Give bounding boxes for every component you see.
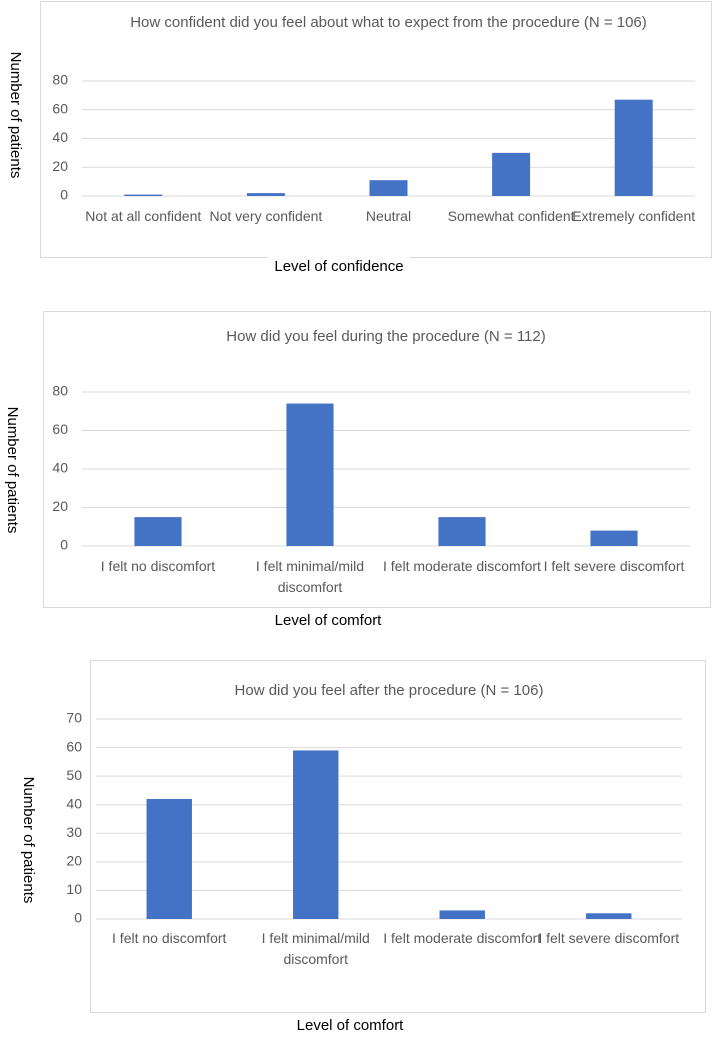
bar bbox=[246, 193, 285, 196]
bar bbox=[134, 517, 182, 546]
y-tick-label: 50 bbox=[66, 767, 82, 783]
chart-title: How did you feel after the procedure (N … bbox=[234, 682, 544, 699]
y-tick-label: 0 bbox=[60, 537, 68, 553]
x-tick-label: I felt no discomfort bbox=[112, 930, 227, 946]
x-tick-label: I felt moderate discomfort bbox=[383, 930, 542, 946]
y-tick-label: 20 bbox=[52, 498, 68, 514]
x-tick-label: I felt severe discomfort bbox=[538, 930, 680, 946]
bar bbox=[614, 99, 653, 196]
y-axis-label: Number of patients bbox=[7, 52, 24, 179]
y-tick-label: 80 bbox=[52, 383, 68, 399]
x-tick-label: Neutral bbox=[365, 208, 412, 224]
y-axis-label: Number of patients bbox=[20, 777, 37, 904]
y-tick-label: 40 bbox=[66, 795, 82, 811]
bar bbox=[438, 517, 486, 546]
y-tick-label: 0 bbox=[60, 187, 68, 203]
y-tick-label: 70 bbox=[66, 710, 82, 726]
x-tick-label: I felt moderate discomfort bbox=[383, 558, 541, 574]
x-axis-label: Level of comfort bbox=[297, 1017, 405, 1034]
bar bbox=[293, 750, 339, 919]
y-tick-label: 10 bbox=[66, 881, 82, 897]
bar bbox=[369, 180, 408, 196]
x-axis-label: Level of confidence bbox=[274, 258, 403, 275]
x-axis-label: Level of comfort bbox=[275, 612, 383, 629]
bar bbox=[286, 403, 334, 546]
bar bbox=[124, 194, 163, 196]
y-tick-label: 40 bbox=[52, 460, 68, 476]
y-tick-label: 20 bbox=[52, 158, 68, 174]
y-tick-label: 0 bbox=[74, 910, 82, 926]
label-background bbox=[290, 1014, 411, 1036]
label-background bbox=[268, 255, 410, 277]
label-background bbox=[268, 609, 389, 631]
y-axis-label: Number of patients bbox=[4, 407, 21, 534]
bar bbox=[492, 152, 531, 196]
y-tick-label: 20 bbox=[66, 853, 82, 869]
x-tick-label: Somewhat confident bbox=[447, 208, 575, 224]
chart-frame bbox=[90, 660, 706, 1013]
y-tick-label: 30 bbox=[66, 824, 82, 840]
y-tick-label: 60 bbox=[52, 100, 68, 116]
bar bbox=[146, 799, 192, 919]
bar bbox=[439, 910, 485, 919]
chart-frame bbox=[43, 311, 711, 608]
chart-title: How did you feel during the procedure (N… bbox=[226, 328, 546, 345]
x-tick-label: I felt no discomfort bbox=[100, 558, 216, 574]
chart-title: How confident did you feel about what to… bbox=[130, 14, 647, 31]
y-tick-label: 80 bbox=[52, 72, 68, 88]
y-tick-label: 40 bbox=[52, 129, 68, 145]
x-tick-label: I felt severe discomfort bbox=[543, 558, 685, 574]
x-tick-label: Extremely confident bbox=[572, 208, 696, 224]
y-tick-label: 60 bbox=[66, 738, 82, 754]
x-tick-label: I felt minimal/mild discomfort bbox=[261, 930, 370, 967]
bar bbox=[586, 913, 632, 919]
x-tick-label: Not very confident bbox=[209, 208, 323, 224]
bar bbox=[590, 530, 638, 546]
x-tick-label: I felt minimal/mild discomfort bbox=[255, 558, 365, 595]
x-tick-label: Not at all confident bbox=[85, 208, 202, 224]
y-tick-label: 60 bbox=[52, 421, 68, 437]
